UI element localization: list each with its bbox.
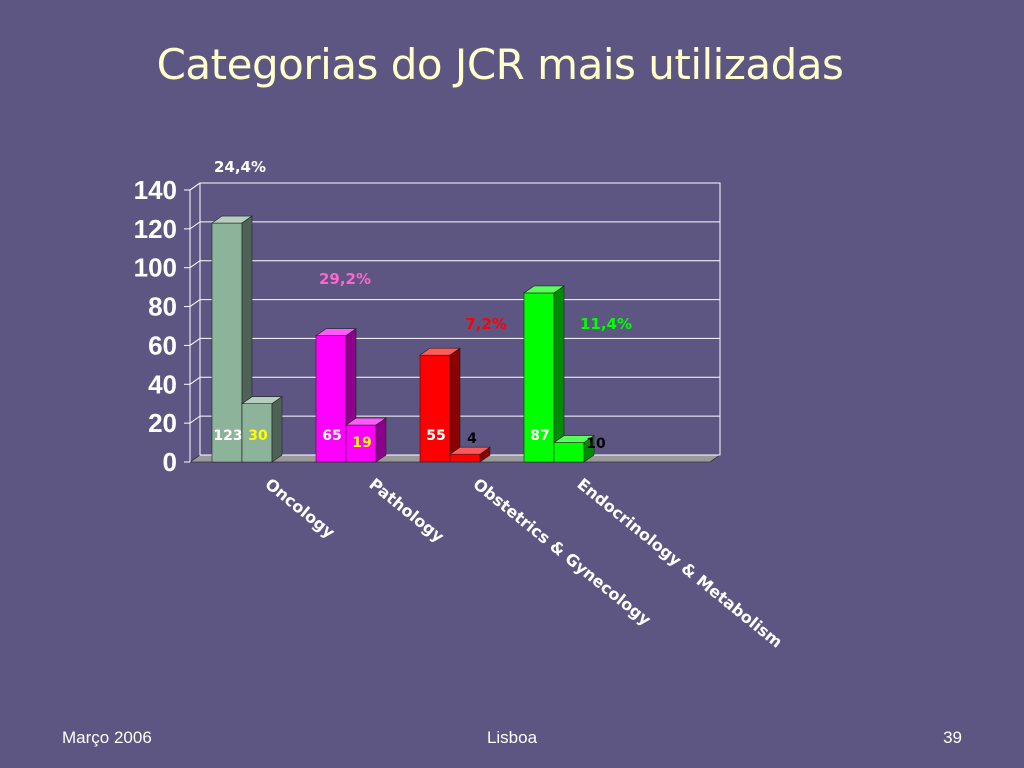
data-label-primary: 87 (530, 428, 549, 444)
percent-label: 29,2% (319, 270, 371, 288)
y-axis-top (189, 182, 201, 191)
y-tick-label: 100 (134, 253, 177, 283)
y-tick-label: 60 (148, 330, 177, 360)
bar-secondary (241, 396, 283, 463)
bar-secondary (449, 446, 491, 463)
y-gridline-side (189, 299, 201, 307)
y-gridline-side (189, 376, 201, 385)
data-label-secondary: 4 (467, 431, 477, 447)
data-label-secondary: 30 (248, 428, 268, 444)
footer-location: Lisboa (486, 728, 538, 747)
y-gridline-side (189, 221, 201, 230)
footer-date: Março 2006 (62, 728, 152, 747)
y-tick-label: 0 (163, 447, 177, 477)
x-category-label: Endocrinology & Metabolism (573, 474, 786, 651)
bar-secondary (345, 417, 387, 463)
data-label-secondary: 10 (586, 436, 606, 452)
y-gridline-side (189, 260, 201, 269)
y-tick-label: 40 (148, 369, 177, 399)
bar-primary (419, 347, 461, 463)
percent-label: 24,4% (214, 158, 266, 176)
percent-label: 7,2% (465, 315, 507, 333)
y-tick-label: 80 (148, 292, 177, 322)
x-category-label: Oncology (261, 474, 339, 542)
y-tick-label: 120 (134, 214, 177, 244)
y-gridline-side (189, 415, 201, 424)
bar-chart: 0 20 40 60 80 100 120 140 123 30 Oncology 65 19 Patho… (134, 158, 787, 652)
slide-title: Categorias do JCR mais utilizadas (156, 40, 844, 89)
y-gridline-side (189, 338, 201, 346)
data-label-primary: 123 (213, 428, 242, 444)
data-label-primary: 65 (322, 428, 341, 444)
data-label-primary: 55 (426, 428, 445, 444)
data-label-secondary: 19 (352, 435, 371, 451)
percent-label: 11,4% (580, 315, 632, 333)
y-tick-label: 20 (148, 408, 177, 438)
bar-primary (523, 285, 565, 463)
x-category-label: Obstetrics & Gynecology (469, 474, 655, 629)
y-tick-label: 140 (134, 175, 177, 205)
x-category-label: Pathology (365, 474, 448, 546)
bar-secondary (553, 434, 595, 463)
footer-page-number: 39 (943, 728, 962, 747)
